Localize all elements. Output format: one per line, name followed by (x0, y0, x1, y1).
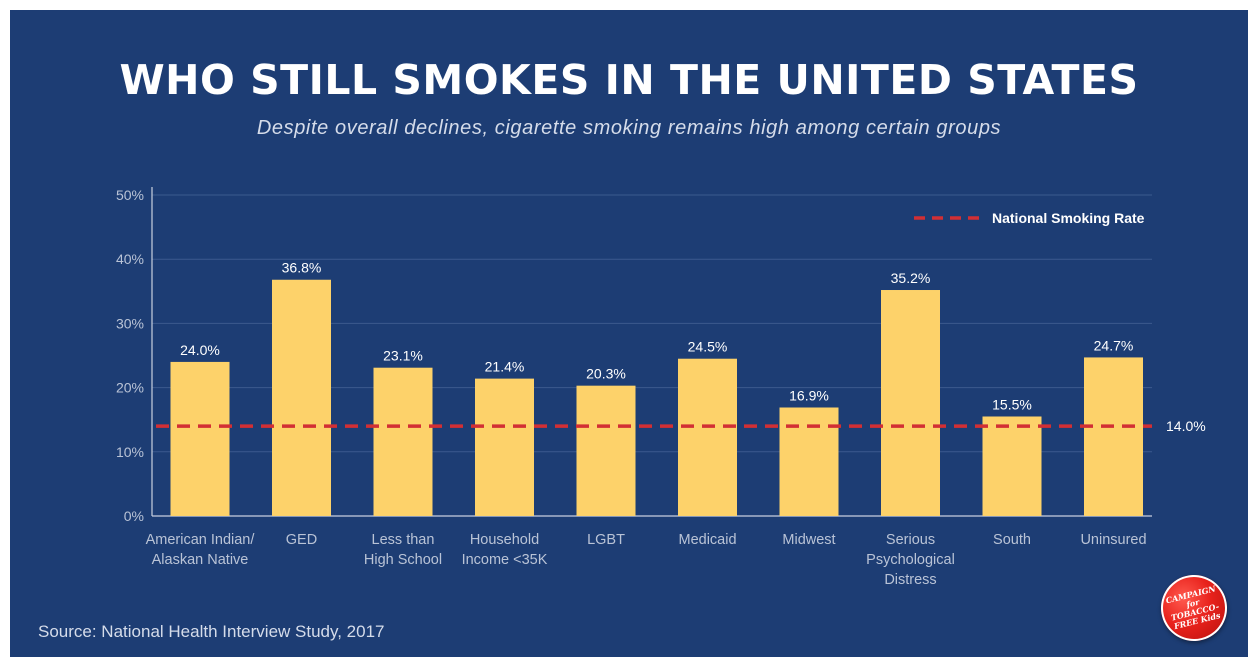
x-tick-label-line: Uninsured (1080, 532, 1146, 548)
y-tick-label: 40% (116, 251, 144, 267)
data-label: 36.8% (282, 260, 322, 276)
x-tick-label-line: Alaskan Native (152, 552, 249, 568)
x-tick-label-line: Midwest (782, 532, 835, 548)
x-tick-label-line: Psychological (866, 552, 955, 568)
x-tick-label-line: LGBT (587, 532, 625, 548)
y-tick-label: 50% (116, 187, 144, 203)
x-tick-label-line: Medicaid (678, 532, 736, 548)
x-tick-label: Serious Psychological Distress (866, 532, 955, 588)
x-tick-label-line: Serious (886, 532, 935, 548)
bar (373, 367, 433, 516)
x-tick-label: South (993, 532, 1031, 548)
bar (576, 385, 636, 516)
data-label: 23.1% (383, 348, 423, 364)
bar-chart: 0% 10% 20% 30% 40% 50% 24.0% American Indian/Al… (116, 187, 1206, 588)
x-tick-label-line: High School (364, 552, 442, 568)
logo-text: CAMPAIGN for TOBACCO-FREE Kids (1164, 583, 1222, 632)
x-tick-label: American Indian/Alaskan Native (146, 532, 256, 568)
bar (170, 361, 230, 516)
bar (881, 290, 940, 516)
infographic-panel: WHO STILL SMOKES IN THE UNITED STATES De… (10, 10, 1248, 657)
chart-title: WHO STILL SMOKES IN THE UNITED STATES (119, 56, 1139, 104)
y-tick-label: 10% (116, 444, 144, 460)
x-tick-label-line: Less than (372, 532, 435, 548)
legend-label: National Smoking Rate (992, 210, 1145, 226)
x-tick-label: Midwest (782, 532, 835, 548)
data-label: 20.3% (586, 366, 626, 382)
data-label: 16.9% (789, 388, 829, 404)
x-tick-label-line: Distress (884, 572, 936, 588)
bar (1084, 357, 1143, 516)
x-tick-label: Medicaid (678, 532, 736, 548)
x-tick-label-line: GED (286, 532, 317, 548)
bar (982, 416, 1042, 516)
bar (779, 407, 839, 516)
data-label: 35.2% (891, 270, 931, 286)
x-tick-label: Household Income <35K (462, 532, 548, 568)
source-note: Source: National Health Interview Study,… (38, 622, 385, 641)
data-label: 15.5% (992, 396, 1032, 412)
bar (678, 358, 737, 516)
data-label: 24.5% (688, 339, 728, 355)
x-tick-label: GED (286, 532, 317, 548)
x-tick-label-line: Income <35K (462, 552, 548, 568)
x-tick-label: LGBT (587, 532, 625, 548)
bar (475, 378, 534, 516)
y-tick-label: 20% (116, 380, 144, 396)
y-tick-label: 0% (124, 508, 144, 524)
x-tick-label-line: South (993, 532, 1031, 548)
bar (272, 279, 331, 516)
x-tick-label-line: American Indian/ (146, 532, 256, 548)
x-tick-label: Less than High School (364, 532, 442, 568)
chart-subtitle: Despite overall declines, cigarette smok… (256, 117, 1002, 139)
data-label: 24.7% (1094, 337, 1134, 353)
national-rate-label: 14.0% (1166, 418, 1206, 434)
data-label: 21.4% (485, 359, 525, 375)
y-tick-label: 30% (116, 315, 144, 331)
x-tick-label-line: Household (470, 532, 539, 548)
data-label: 24.0% (180, 342, 220, 358)
x-tick-label: Uninsured (1080, 532, 1146, 548)
